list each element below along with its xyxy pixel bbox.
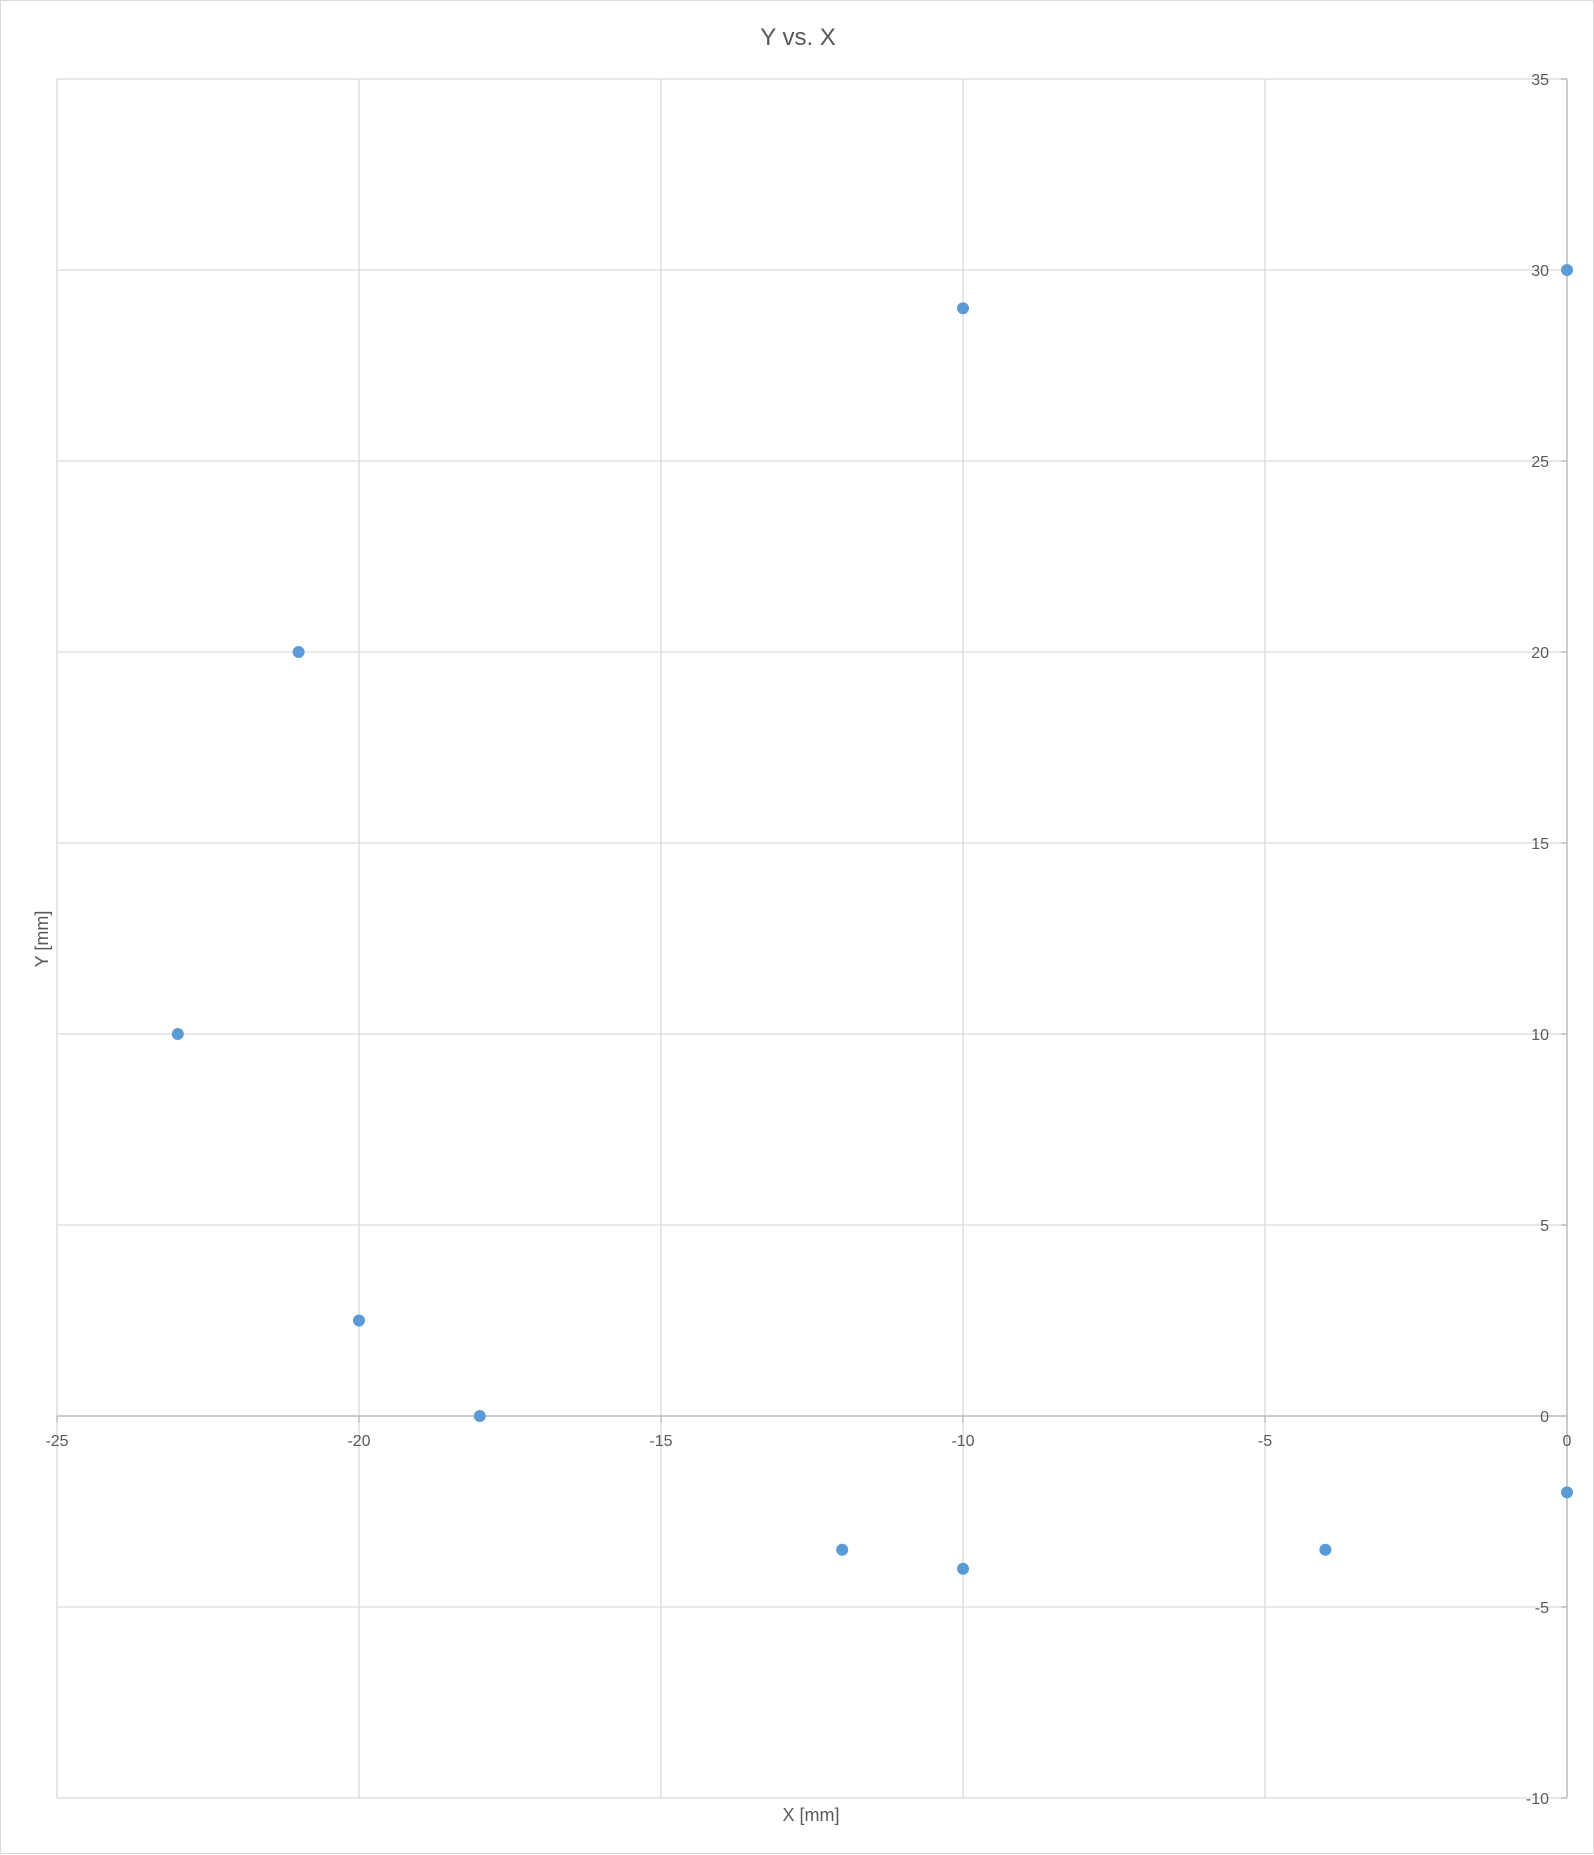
- x-tick-label: -10: [951, 1433, 974, 1450]
- data-point: [1561, 264, 1573, 276]
- data-point: [836, 1543, 849, 1556]
- x-tick-label: -15: [649, 1433, 672, 1450]
- data-point: [171, 1028, 184, 1040]
- data-point: [957, 302, 969, 315]
- y-tick-label: 20: [1531, 645, 1549, 662]
- y-tick-label: 25: [1531, 454, 1549, 471]
- y-tick-label: -10: [1526, 1791, 1549, 1808]
- chart-title: Y vs. X: [760, 24, 836, 51]
- data-point: [1561, 1486, 1573, 1499]
- data-point: [353, 1314, 365, 1327]
- y-tick-label: 35: [1531, 72, 1549, 89]
- y-tick-label: 30: [1531, 263, 1549, 280]
- gridlines: [56, 78, 1568, 1799]
- tick-labels: -25 -20 -15 -10 -5 0 -10 -5 0 5 10 15 20 25 30 35: [45, 72, 1571, 1808]
- x-tick-label: 0: [1563, 1433, 1572, 1450]
- y-axis-title: Y [mm]: [32, 911, 52, 968]
- data-point: [957, 1562, 969, 1575]
- data-point: [292, 646, 305, 658]
- x-tick-label: -25: [45, 1433, 68, 1450]
- y-tick-label: -5: [1535, 1600, 1549, 1617]
- data-point: [1319, 1543, 1332, 1556]
- axes: [56, 78, 1568, 1799]
- x-axis-title: X [mm]: [783, 1805, 840, 1825]
- y-tick-label: 0: [1540, 1409, 1549, 1426]
- y-tick-label: 15: [1531, 836, 1549, 853]
- y-tick-label: 5: [1540, 1218, 1549, 1235]
- data-points: [171, 264, 1573, 1575]
- x-tick-label: -5: [1258, 1433, 1272, 1450]
- y-tick-label: 10: [1531, 1027, 1549, 1044]
- data-point: [473, 1410, 486, 1422]
- x-tick-label: -20: [347, 1433, 370, 1450]
